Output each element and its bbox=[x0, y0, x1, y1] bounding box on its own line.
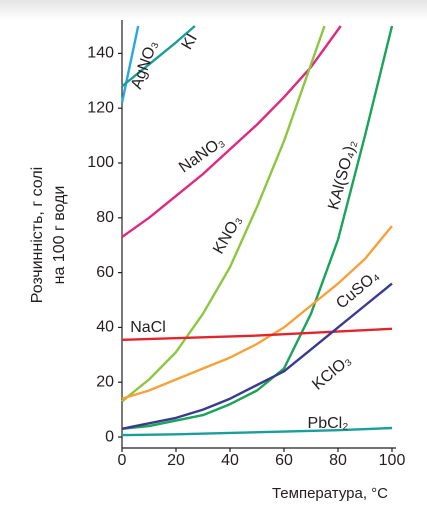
series-line bbox=[121, 225, 393, 400]
series-label: KI bbox=[179, 31, 201, 53]
series-label: PbCl₂ bbox=[308, 415, 349, 432]
y-tick-label: 20 bbox=[96, 373, 114, 390]
y-axis-label: Розчинність, г солі bbox=[29, 167, 46, 303]
y-tick-label: 100 bbox=[87, 154, 114, 171]
y-tick-label: 120 bbox=[87, 99, 114, 116]
series-line bbox=[121, 426, 393, 437]
y-tick-label: 80 bbox=[96, 209, 114, 226]
y-axis-label: на 100 г води bbox=[51, 186, 68, 285]
y-tick-label: 60 bbox=[96, 264, 114, 281]
x-tick-label: 100 bbox=[379, 452, 406, 469]
y-tick-label: 140 bbox=[87, 45, 114, 62]
series-line bbox=[121, 25, 326, 403]
series-line bbox=[121, 282, 393, 430]
plot-area bbox=[120, 25, 394, 437]
x-tick-label: 80 bbox=[329, 452, 347, 469]
x-tick-label: 60 bbox=[275, 452, 293, 469]
series-label: KNO₃ bbox=[210, 213, 245, 257]
series-line bbox=[121, 327, 393, 341]
series-label: NaNO₃ bbox=[176, 133, 228, 176]
series-line bbox=[121, 25, 394, 430]
series-label: KClO₃ bbox=[309, 352, 354, 394]
x-tick-label: 20 bbox=[167, 452, 185, 469]
series-label: CuSO₄ bbox=[333, 267, 382, 312]
x-tick-label: 40 bbox=[221, 452, 239, 469]
x-tick-label: 0 bbox=[118, 452, 127, 469]
series-line bbox=[120, 25, 140, 103]
series-line bbox=[121, 25, 342, 238]
top-band bbox=[0, 0, 427, 20]
series-label: NaCl bbox=[130, 319, 166, 336]
x-axis-label: Температура, °С bbox=[272, 485, 388, 502]
y-tick-label: 0 bbox=[105, 428, 114, 445]
y-tick-label: 40 bbox=[96, 319, 114, 336]
series-line bbox=[121, 25, 196, 88]
